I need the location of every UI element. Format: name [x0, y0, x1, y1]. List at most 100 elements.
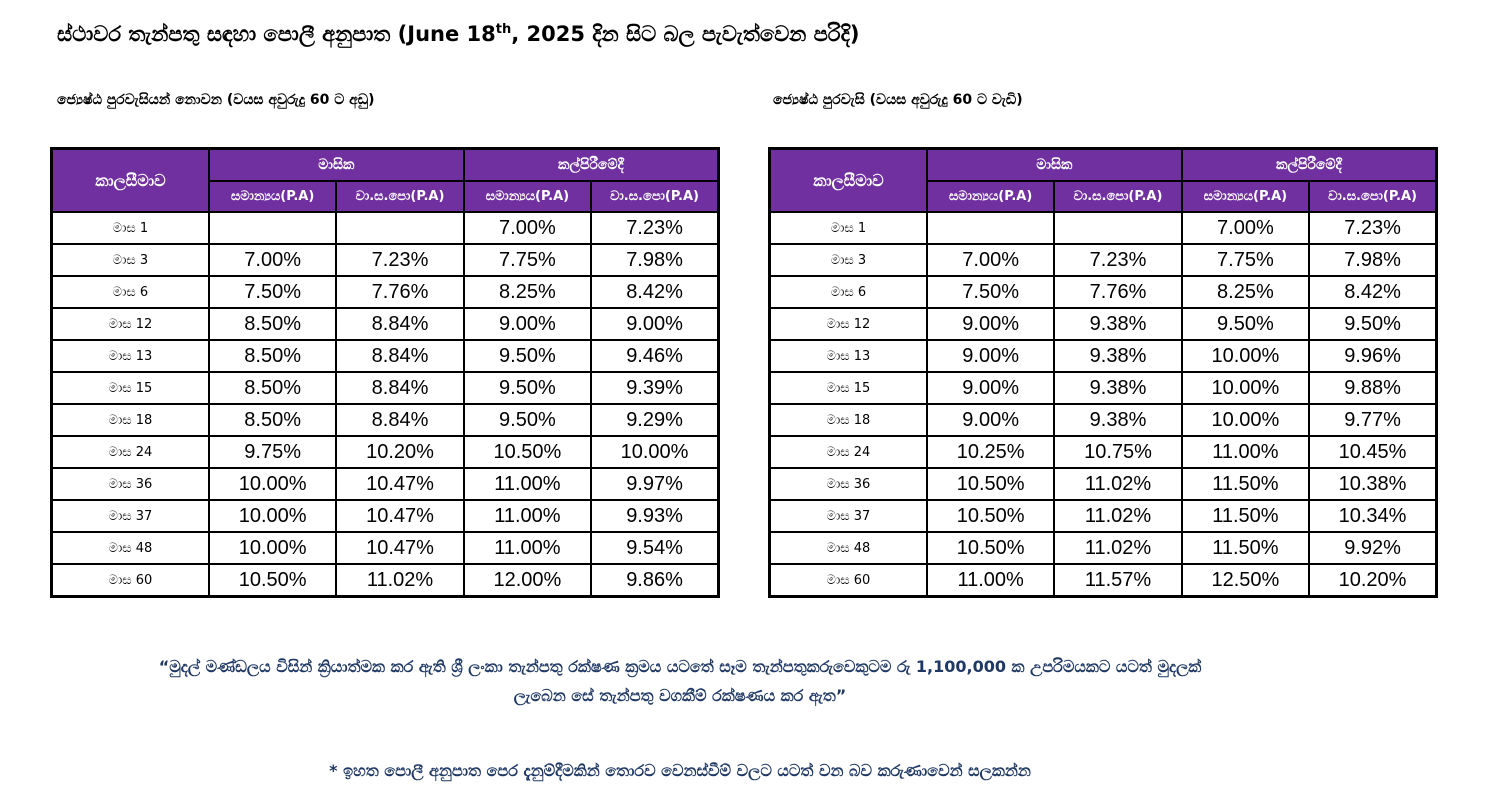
table-row: මාස 36 10.00% 10.47% 11.00% 9.97%: [50, 467, 720, 501]
term-cell: මාස 6: [50, 275, 210, 309]
maturity-normal-cell: 8.25%: [462, 275, 593, 309]
monthly-normal-cell: 8.50%: [207, 307, 338, 341]
monthly-aer-cell: [1053, 211, 1183, 245]
monthly-aer-cell: 11.02%: [1053, 467, 1183, 501]
maturity-aer-cell: 10.00%: [590, 435, 720, 469]
table-row: මාස 15 8.50% 8.84% 9.50% 9.39%: [50, 371, 720, 405]
maturity-normal-cell: 8.25%: [1180, 275, 1311, 309]
maturity-aer-cell: 8.42%: [590, 275, 720, 309]
maturity-normal-cell: 11.00%: [462, 531, 593, 565]
monthly-aer-cell: 9.38%: [1053, 403, 1183, 437]
header-maturity: කල්පිරීමේදී: [462, 147, 720, 182]
maturity-normal-cell: 10.00%: [1180, 371, 1311, 405]
monthly-normal-cell: 7.00%: [925, 243, 1056, 277]
header-maturity-normal: සමාන්‍යය(P.A): [462, 180, 593, 213]
monthly-aer-cell: 7.76%: [1053, 275, 1183, 309]
term-cell: මාස 36: [768, 467, 928, 501]
term-cell: මාස 24: [50, 435, 210, 469]
table-row: මාස 24 9.75% 10.20% 10.50% 10.00%: [50, 435, 720, 469]
monthly-aer-cell: 11.02%: [1053, 499, 1183, 533]
maturity-normal-cell: 7.75%: [1180, 243, 1311, 277]
maturity-aer-cell: 9.00%: [590, 307, 720, 341]
maturity-aer-cell: 7.23%: [590, 211, 720, 245]
non-senior-rates-table: කාලසීමාව මාසික කල්පිරීමේදී සමාන්‍යය(P.A)…: [50, 147, 720, 598]
maturity-normal-cell: 7.00%: [462, 211, 593, 245]
term-cell: මාස 48: [50, 531, 210, 565]
monthly-normal-cell: 10.50%: [925, 467, 1056, 501]
header-maturity-aer: වා.ස.පො(P.A): [1308, 180, 1438, 213]
monthly-normal-cell: 8.50%: [207, 371, 338, 405]
table-row: මාස 15 9.00% 9.38% 10.00% 9.88%: [768, 371, 1438, 405]
table-row: මාස 48 10.50% 11.02% 11.50% 9.92%: [768, 531, 1438, 565]
term-cell: මාස 18: [50, 403, 210, 437]
maturity-aer-cell: 10.38%: [1308, 467, 1438, 501]
maturity-normal-cell: 7.00%: [1180, 211, 1311, 245]
table-row: මාස 36 10.50% 11.02% 11.50% 10.38%: [768, 467, 1438, 501]
monthly-aer-cell: 8.84%: [335, 339, 465, 373]
monthly-normal-cell: 10.00%: [207, 499, 338, 533]
header-monthly-normal: සමාන්‍යය(P.A): [207, 180, 338, 213]
maturity-normal-cell: 9.00%: [462, 307, 593, 341]
monthly-normal-cell: 9.75%: [207, 435, 338, 469]
maturity-aer-cell: 8.42%: [1308, 275, 1438, 309]
term-cell: මාස 3: [768, 243, 928, 277]
maturity-aer-cell: 9.88%: [1308, 371, 1438, 405]
term-cell: මාස 15: [768, 371, 928, 405]
table-row: මාස 12 9.00% 9.38% 9.50% 9.50%: [768, 307, 1438, 341]
maturity-normal-cell: 11.00%: [462, 499, 593, 533]
monthly-normal-cell: 8.50%: [207, 339, 338, 373]
senior-rates-table: කාලසීමාව මාසික කල්පිරීමේදී සමාන්‍යය(P.A)…: [768, 147, 1438, 598]
maturity-aer-cell: 9.96%: [1308, 339, 1438, 373]
monthly-normal-cell: [925, 211, 1056, 245]
table-row: මාස 48 10.00% 10.47% 11.00% 9.54%: [50, 531, 720, 565]
table-row: මාස 60 10.50% 11.02% 12.00% 9.86%: [50, 563, 720, 598]
term-cell: මාස 37: [50, 499, 210, 533]
term-cell: මාස 24: [768, 435, 928, 469]
monthly-aer-cell: 7.23%: [1053, 243, 1183, 277]
monthly-normal-cell: 8.50%: [207, 403, 338, 437]
monthly-aer-cell: [335, 211, 465, 245]
table-row: මාස 24 10.25% 10.75% 11.00% 10.45%: [768, 435, 1438, 469]
term-cell: මාස 3: [50, 243, 210, 277]
monthly-normal-cell: 7.00%: [207, 243, 338, 277]
deposit-insurance-note: “මුදල් මණ්ඩලය විසින් ක්‍රියාත්මක කර ඇති …: [60, 652, 1300, 710]
maturity-aer-cell: 10.45%: [1308, 435, 1438, 469]
monthly-aer-cell: 7.23%: [335, 243, 465, 277]
maturity-aer-cell: 9.86%: [590, 563, 720, 598]
monthly-aer-cell: 10.47%: [335, 531, 465, 565]
header-monthly: මාසික: [925, 147, 1183, 182]
maturity-normal-cell: 9.50%: [462, 403, 593, 437]
monthly-normal-cell: 7.50%: [925, 275, 1056, 309]
maturity-normal-cell: 11.50%: [1180, 531, 1311, 565]
maturity-aer-cell: 10.34%: [1308, 499, 1438, 533]
page-title: ස්ථාවර තැන්පතු සඳහා පොලී අනුපාත (June 18…: [57, 22, 860, 46]
term-cell: මාස 48: [768, 531, 928, 565]
term-cell: මාස 60: [768, 563, 928, 598]
monthly-aer-cell: 9.38%: [1053, 339, 1183, 373]
maturity-aer-cell: 9.93%: [590, 499, 720, 533]
maturity-aer-cell: 9.77%: [1308, 403, 1438, 437]
term-cell: මාස 6: [768, 275, 928, 309]
monthly-aer-cell: 10.47%: [335, 467, 465, 501]
term-cell: මාස 13: [50, 339, 210, 373]
non-senior-heading: ජ්‍යෙෂ්ඨ පුරවැසියන් නොවන (වයස අවුරුදු 60…: [57, 92, 375, 108]
maturity-aer-cell: 7.23%: [1308, 211, 1438, 245]
term-cell: මාස 60: [50, 563, 210, 598]
maturity-normal-cell: 10.50%: [462, 435, 593, 469]
monthly-aer-cell: 8.84%: [335, 403, 465, 437]
header-monthly-normal: සමාන්‍යය(P.A): [925, 180, 1056, 213]
senior-heading: ජ්‍යෙෂ්ඨ පුරවැසි (වයස අවුරුදු 60 ට වැඩි): [773, 92, 1023, 108]
term-cell: මාස 15: [50, 371, 210, 405]
term-cell: මාස 1: [50, 211, 210, 245]
table-row: මාස 60 11.00% 11.57% 12.50% 10.20%: [768, 563, 1438, 598]
table-row: මාස 6 7.50% 7.76% 8.25% 8.42%: [50, 275, 720, 309]
header-maturity-normal: සමාන්‍යය(P.A): [1180, 180, 1311, 213]
monthly-aer-cell: 7.76%: [335, 275, 465, 309]
deposit-insurance-line-2: ලැබෙන සේ තැන්පතු වගකීම් රක්ෂණය කර ඇත”: [513, 686, 847, 705]
term-cell: මාස 13: [768, 339, 928, 373]
maturity-aer-cell: 7.98%: [590, 243, 720, 277]
maturity-aer-cell: 10.20%: [1308, 563, 1438, 598]
monthly-aer-cell: 9.38%: [1053, 371, 1183, 405]
monthly-normal-cell: 10.00%: [207, 467, 338, 501]
rate-change-disclaimer: * ඉහත පොලී අනුපාත පෙර දැනුම්දීමකින් තොරව…: [329, 761, 1031, 780]
